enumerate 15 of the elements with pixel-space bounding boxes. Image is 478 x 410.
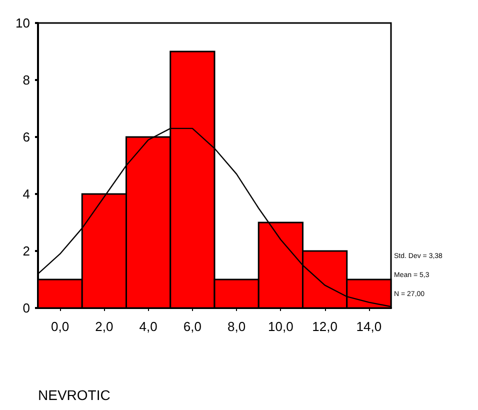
y-tick-label: 10 [16, 16, 30, 30]
x-tick-label: 10,0 [268, 319, 294, 334]
x-axis-title: NEVROTIC [38, 387, 110, 403]
y-tick-label: 6 [22, 130, 30, 144]
y-tick-label: 4 [22, 186, 30, 202]
x-tick-label: 2,0 [95, 319, 114, 334]
x-tick-label: 8,0 [228, 319, 246, 334]
y-tick-label: 2 [22, 244, 30, 258]
x-tick-label: 14,0 [356, 319, 382, 334]
y-tick-label: 0 [22, 300, 30, 316]
x-tick-label: 12,0 [312, 319, 338, 334]
y-tick-label: 8 [22, 72, 30, 88]
x-tick-label: 4,0 [139, 319, 158, 334]
x-tick-label: 6,0 [183, 319, 202, 334]
x-tick-label: 0,0 [51, 319, 70, 334]
